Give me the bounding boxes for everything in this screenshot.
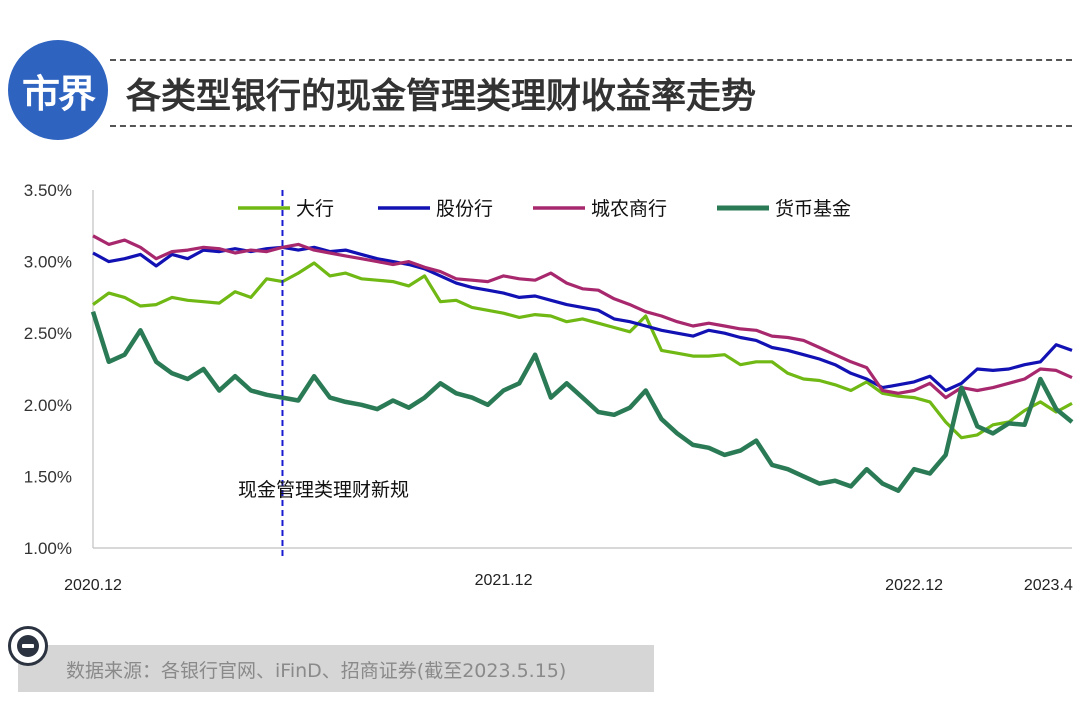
legend: 大行 股份行 城农商行 货币基金 xyxy=(238,198,851,220)
y-tick-labels: 3.50% 3.00% 2.50% 2.00% 1.50% 1.00% xyxy=(24,181,72,558)
series-line-big_banks xyxy=(92,261,1073,440)
divider-bottom xyxy=(110,125,1072,127)
x-tick-labels: 2020.12 2021.12 2022.12 2023.4 xyxy=(64,572,1073,594)
divider-top xyxy=(110,59,1072,61)
x-tick-label: 2020.12 xyxy=(64,577,122,594)
annotation-label: 现金管理类理财新规 xyxy=(238,479,409,501)
y-tick-label: 2.50% xyxy=(24,324,72,343)
series-lines xyxy=(90,234,1074,493)
y-tick-label: 2.00% xyxy=(24,396,72,415)
line-chart: 3.50%3.00%2.50%2.00%1.50%1.00% 2020.12 20… xyxy=(24,181,1074,594)
y-tick-label: 1.00% xyxy=(24,539,72,558)
series-line-money_fund xyxy=(90,311,1074,493)
logo-text: 市界 xyxy=(21,71,96,116)
source-text: 数据来源：各银行官网、iFinD、招商证券(截至2023.5.15) xyxy=(66,660,567,682)
logo-badge: 市界 xyxy=(8,40,108,140)
page-title: 各类型银行的现金管理类理财收益率走势 xyxy=(126,77,757,117)
y-tick-label: 3.50% xyxy=(24,181,72,200)
y-tick-label: 1.50% xyxy=(24,467,72,486)
x-tick-label: 2023.4 xyxy=(1024,577,1073,594)
source-footer: 数据来源：各银行官网、iFinD、招商证券(截至2023.5.15) xyxy=(18,645,654,692)
y-tick-label: 3.00% xyxy=(24,253,72,272)
legend-label-money_fund: 货币基金 xyxy=(775,198,851,220)
x-tick-label: 2022.12 xyxy=(885,577,943,594)
minus-circle-icon xyxy=(8,626,48,666)
x-tick-label: 2021.12 xyxy=(475,572,533,589)
legend-label-big_banks: 大行 xyxy=(296,198,334,220)
legend-label-city_rural: 城农商行 xyxy=(591,198,667,220)
series-line-city_rural xyxy=(92,234,1073,400)
header: 市界 各类型银行的现金管理类理财收益率走势 xyxy=(0,0,1080,150)
legend-label-joint_stock: 股份行 xyxy=(436,198,493,220)
